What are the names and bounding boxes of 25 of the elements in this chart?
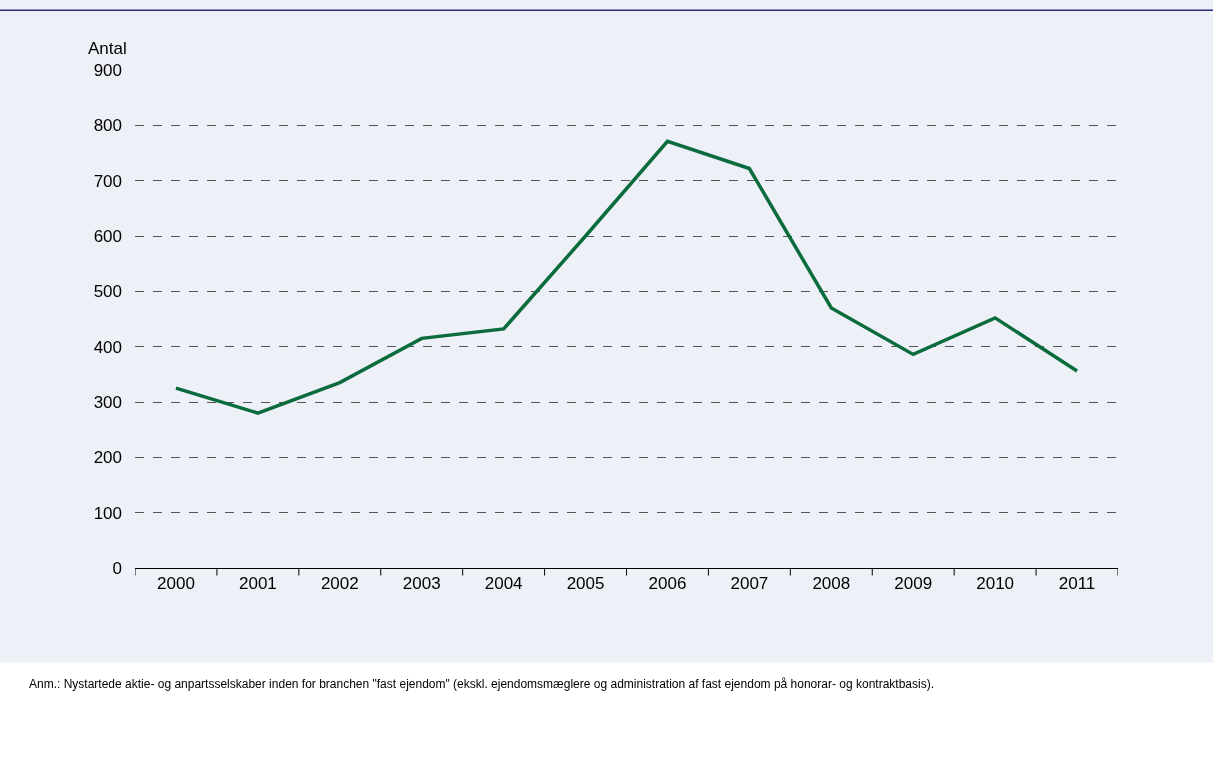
y-tick-label: 300 (93, 392, 122, 412)
y-tick-label: 500 (93, 282, 122, 302)
x-tick-label: 2001 (238, 574, 277, 594)
y-tick-label: 900 (93, 60, 122, 80)
y-axis-title: Antal (88, 39, 127, 58)
x-tick-label: 2000 (157, 574, 195, 594)
text: Anm.: Nystartede aktie- og anpartsselskaber inden for branchen "fast ejendom" (ekskl. ejendomsmæglere og administration af fast ejendom på honorar- og kontraktbasis). (29, 677, 934, 691)
y-tick-label: 600 (93, 226, 122, 246)
x-tick-label: 2004 (484, 574, 523, 594)
y-tick-label: 0 (112, 558, 122, 578)
x-tick-label: 2007 (730, 574, 769, 594)
x-tick-label: 2002 (320, 574, 359, 594)
x-tick-label: 2010 (976, 574, 1015, 594)
x-tick-label: 2005 (566, 574, 605, 594)
x-tick-label: 2006 (648, 574, 687, 594)
y-tick-label: 100 (93, 503, 122, 523)
y-tick-label: 700 (93, 171, 122, 191)
x-tick-label: 2011 (1058, 574, 1096, 594)
y-tick-label: 400 (93, 337, 122, 357)
x-tick-label: 2003 (402, 574, 441, 594)
y-tick-label: 200 (93, 448, 122, 468)
line-series (174, 139, 1079, 415)
x-tick-label: 2009 (894, 574, 933, 594)
x-tick-label: 2008 (812, 574, 851, 594)
y-tick-label: 800 (93, 116, 122, 136)
